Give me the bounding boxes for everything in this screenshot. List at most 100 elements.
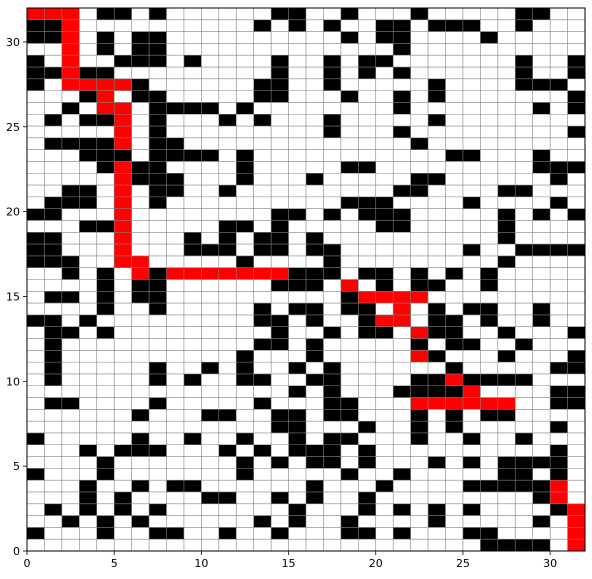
free-cell xyxy=(480,173,498,186)
free-cell xyxy=(201,385,219,398)
free-cell xyxy=(96,421,115,434)
obstacle-cell xyxy=(393,102,411,115)
obstacle-cell xyxy=(218,409,237,422)
free-cell xyxy=(201,43,219,56)
obstacle-cell xyxy=(253,314,272,327)
free-cell xyxy=(27,338,45,351)
free-cell xyxy=(497,161,516,174)
obstacle-cell xyxy=(288,432,307,445)
obstacle-cell xyxy=(149,102,167,115)
obstacle-cell xyxy=(149,291,167,304)
obstacle-cell xyxy=(288,385,307,398)
x-tick-label: 10 xyxy=(194,557,208,570)
obstacle-cell xyxy=(480,303,498,315)
free-cell xyxy=(410,468,429,481)
path-cell xyxy=(61,43,80,56)
free-cell xyxy=(166,397,184,410)
free-cell xyxy=(567,432,586,445)
free-cell xyxy=(114,90,132,103)
free-cell xyxy=(201,8,219,20)
obstacle-cell xyxy=(462,480,481,493)
free-cell xyxy=(201,55,219,68)
obstacle-cell xyxy=(253,444,272,457)
obstacle-cell xyxy=(271,90,289,103)
obstacle-cell xyxy=(61,102,80,115)
free-cell xyxy=(114,67,132,79)
path-cell xyxy=(61,8,80,20)
path-cell xyxy=(236,267,254,280)
free-cell xyxy=(515,102,533,115)
free-cell xyxy=(236,444,254,457)
obstacle-cell xyxy=(44,232,62,245)
obstacle-cell xyxy=(323,409,341,422)
free-cell xyxy=(79,173,97,186)
free-cell xyxy=(288,31,307,44)
free-cell xyxy=(323,43,341,56)
obstacle-cell xyxy=(61,326,80,339)
obstacle-cell xyxy=(410,373,429,386)
path-cell xyxy=(61,78,80,91)
obstacle-cell xyxy=(201,362,219,374)
free-cell xyxy=(567,31,586,44)
free-cell xyxy=(236,8,254,20)
free-cell xyxy=(358,468,376,481)
free-cell xyxy=(236,114,254,127)
free-cell xyxy=(149,432,167,445)
grid-lines xyxy=(27,8,585,551)
free-cell xyxy=(79,303,97,315)
free-cell xyxy=(462,326,481,339)
free-cell xyxy=(253,67,272,79)
obstacle-cell xyxy=(428,456,446,469)
obstacle-cell xyxy=(44,137,62,150)
obstacle-cell xyxy=(306,244,324,256)
free-cell xyxy=(253,480,272,493)
free-cell xyxy=(393,539,411,552)
free-cell xyxy=(358,78,376,91)
free-cell xyxy=(567,373,586,386)
free-cell xyxy=(27,161,45,174)
free-cell xyxy=(532,267,551,280)
free-cell xyxy=(497,291,516,304)
obstacle-cell xyxy=(410,409,429,422)
free-cell xyxy=(96,244,115,256)
obstacle-cell xyxy=(44,362,62,374)
free-cell xyxy=(27,137,45,150)
free-cell xyxy=(340,267,359,280)
free-cell xyxy=(288,244,307,256)
free-cell xyxy=(515,90,533,103)
free-cell xyxy=(550,102,568,115)
free-cell xyxy=(550,373,568,386)
free-cell xyxy=(515,137,533,150)
free-cell xyxy=(550,232,568,245)
free-cell xyxy=(462,90,481,103)
obstacle-cell xyxy=(340,432,359,445)
free-cell xyxy=(358,385,376,398)
free-cell xyxy=(27,114,45,127)
path-cell xyxy=(114,114,132,127)
free-cell xyxy=(375,456,394,469)
free-cell xyxy=(131,185,150,197)
free-cell xyxy=(149,409,167,422)
obstacle-cell xyxy=(393,220,411,233)
free-cell xyxy=(201,291,219,304)
free-cell xyxy=(445,232,463,245)
free-cell xyxy=(358,255,376,268)
free-cell xyxy=(236,90,254,103)
free-cell xyxy=(288,126,307,138)
obstacle-cell xyxy=(236,362,254,374)
free-cell xyxy=(218,303,237,315)
free-cell xyxy=(358,373,376,386)
free-cell xyxy=(428,31,446,44)
obstacle-cell xyxy=(236,350,254,363)
obstacle-cell xyxy=(27,19,45,32)
obstacle-cell xyxy=(567,161,586,174)
free-cell xyxy=(183,8,202,20)
free-cell xyxy=(218,326,237,339)
obstacle-cell xyxy=(79,480,97,493)
free-cell xyxy=(445,67,463,79)
free-cell xyxy=(323,503,341,516)
obstacle-cell xyxy=(323,444,341,457)
free-cell xyxy=(375,78,394,91)
free-cell xyxy=(375,397,394,410)
free-cell xyxy=(358,102,376,115)
